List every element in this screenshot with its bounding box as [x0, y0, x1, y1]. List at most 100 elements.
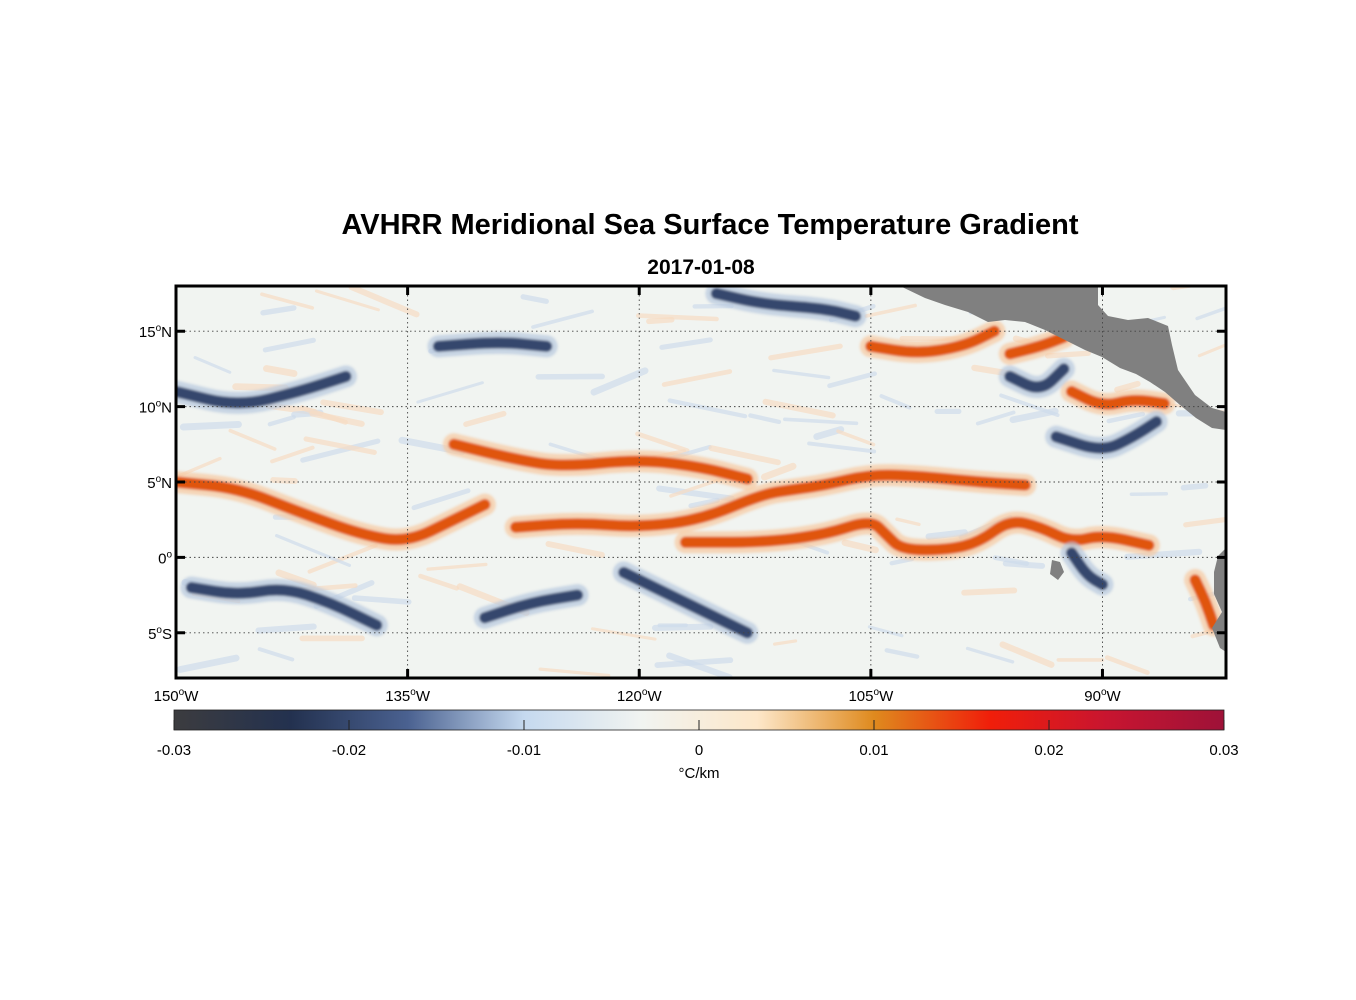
texture-streak	[656, 485, 735, 502]
texture-streak	[708, 445, 781, 466]
texture-streak	[827, 371, 877, 389]
texture-streak	[320, 399, 384, 416]
texture-streak	[270, 445, 315, 464]
front-cool-north-b	[433, 337, 553, 352]
texture-streak	[807, 441, 877, 454]
texture-streak	[783, 417, 859, 426]
texture-streak	[303, 436, 377, 455]
texture-streak	[176, 654, 240, 673]
texture-streak	[520, 294, 549, 304]
texture-streak	[961, 587, 1018, 596]
map-area	[176, 286, 1226, 678]
equatorial-front-warm	[176, 476, 491, 545]
texture-streak	[760, 462, 797, 481]
texture-streak	[179, 420, 242, 431]
texture-streak	[314, 289, 380, 312]
texture-streak	[772, 368, 831, 380]
texture-streak	[879, 394, 912, 410]
y-tick-label: 10oN	[139, 399, 172, 417]
texture-streak	[531, 309, 594, 329]
front-cool-north-a	[176, 370, 352, 409]
texture-streak	[590, 367, 649, 396]
texture-streak	[270, 477, 298, 484]
texture-streak	[1197, 343, 1226, 358]
front-cool-north-c	[710, 288, 861, 322]
land-south-america	[1212, 548, 1226, 652]
texture-streak	[925, 529, 968, 540]
texture-streak	[895, 517, 921, 527]
y-tick-label: 15oN	[139, 323, 172, 341]
front-warm-north-b	[865, 325, 1000, 358]
texture-streak	[748, 413, 782, 425]
x-tick-label: 120oW	[617, 687, 663, 705]
texture-streak	[260, 305, 297, 316]
x-tick-label: 105oW	[848, 687, 894, 705]
land-central-america	[900, 286, 1226, 430]
texture-streak	[275, 569, 317, 589]
texture-streak	[975, 410, 1016, 426]
texture-streak	[299, 405, 348, 425]
y-tick-label: 5oS	[148, 625, 172, 643]
x-axis-tick-labels: 150oW 135oW 120oW 105oW 90oW	[154, 687, 1122, 705]
texture-streak	[867, 625, 904, 638]
texture-streak	[762, 398, 836, 419]
front-cool-galapagos	[1066, 547, 1108, 591]
texture-streak	[992, 555, 1030, 566]
texture-streak	[635, 431, 690, 453]
texture-streak	[889, 556, 915, 566]
colorbar-tick-label: 0.02	[1034, 742, 1063, 759]
texture-streak	[426, 562, 488, 571]
texture-streak	[307, 543, 378, 574]
colorbar-tick-label: 0.03	[1209, 742, 1238, 759]
texture-streak	[257, 647, 295, 662]
chart-subtitle: 2017-01-08	[647, 256, 755, 279]
texture-streak	[999, 641, 1055, 668]
texture-streak	[267, 415, 296, 427]
texture-streak	[1183, 516, 1226, 528]
front-cool-gulf	[1004, 363, 1070, 393]
texture-streak	[651, 623, 714, 632]
texture-streak	[661, 369, 733, 387]
colorbar-tick-label: -0.02	[332, 742, 366, 759]
front-warm-equatorial	[680, 517, 1155, 556]
colorbar-tick-label: 0	[695, 742, 703, 759]
x-tick-label: 90oW	[1084, 687, 1121, 705]
colorbar-ticks: -0.03 -0.02 -0.01 0 0.01 0.02 0.03	[157, 720, 1239, 759]
texture-streak	[463, 410, 507, 427]
texture-streak	[262, 365, 298, 377]
front-warm-coast	[1066, 386, 1170, 410]
texture-streak	[1124, 548, 1203, 560]
texture-streak	[1104, 655, 1150, 675]
colorbar: -0.03 -0.02 -0.01 0 0.01 0.02 0.03 °C/km	[157, 709, 1239, 782]
texture-streak	[646, 316, 675, 325]
texture-streak	[255, 623, 317, 634]
front-cool-south-c	[618, 566, 753, 639]
texture-streak	[1114, 380, 1141, 393]
texture-streak	[418, 573, 460, 591]
y-tick-label: 0o	[158, 549, 172, 567]
texture-streak	[841, 539, 879, 554]
texture-streak	[965, 646, 1015, 664]
texture-streak	[300, 438, 381, 463]
frame-ticks	[174, 286, 1226, 678]
texture-streak	[538, 667, 611, 678]
texture-streak	[1195, 306, 1226, 321]
front-warm-central	[510, 469, 1031, 533]
front-cool-south-a	[185, 582, 383, 631]
texture-streak	[228, 428, 277, 451]
land-galapagos	[1050, 560, 1064, 580]
texture-streak	[411, 488, 471, 511]
texture-streak	[193, 356, 232, 374]
texture-streak	[1106, 411, 1146, 424]
front-warm-peru	[1189, 574, 1220, 631]
texture-streak	[260, 292, 315, 310]
front-warm-north-a	[448, 438, 753, 485]
texture-streak	[836, 429, 876, 447]
front-warm-gulf	[1004, 331, 1070, 360]
texture-streak	[1180, 482, 1209, 491]
texture-streak	[688, 497, 720, 509]
texture-streak	[416, 381, 484, 404]
texture-streak	[351, 595, 412, 605]
texture-streak	[864, 303, 917, 318]
